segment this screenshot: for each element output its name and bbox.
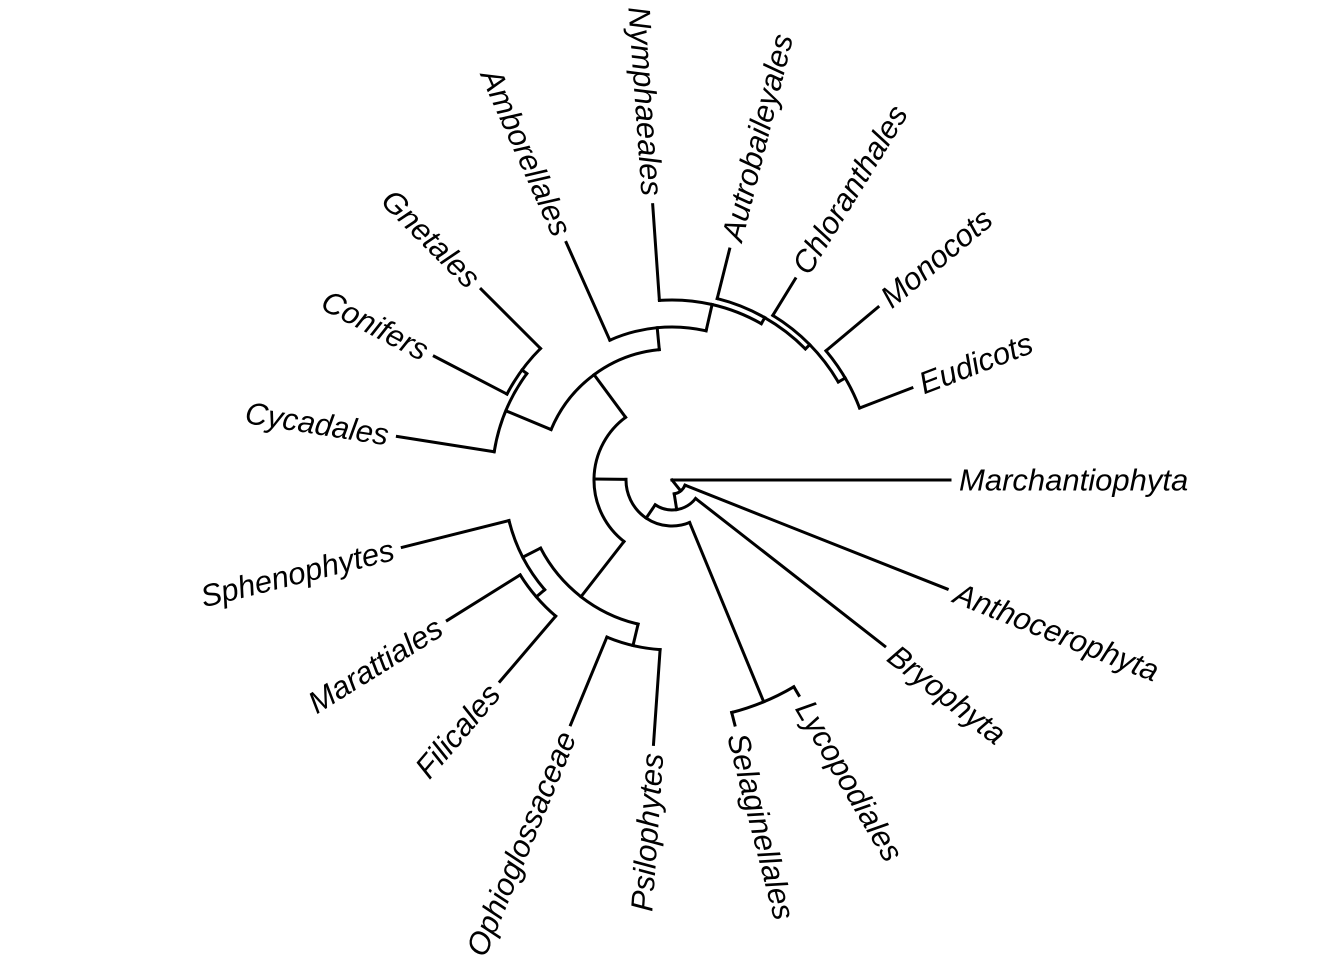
tip-label-conifers: Conifers [316,283,435,367]
branch-n_fern [578,539,627,599]
branch-n_angio [655,326,661,352]
branch-n_me [836,375,848,385]
arc-n_trach [624,477,692,528]
tip-label-amborellales: Amborellales [473,62,579,242]
tip-label-filicales: Filicales [408,677,507,785]
branch-n_nacme [704,302,714,333]
branch-autrobaileyales [715,247,732,301]
branch-chloranthales [770,276,798,318]
branch-gnetales [478,286,543,351]
tip-label-anthocerophyta: Anthocerophyta [947,575,1164,688]
branch-lycopodiales [791,684,801,698]
branch-marattiales [445,572,523,623]
branch-conifers [432,354,510,397]
tip-label-monocots: Monocots [874,201,999,314]
tip-label-ophioglossaceae: Ophioglossaceae [459,726,583,960]
branch-ophioglossaceae [568,635,609,727]
tip-label-psilophytes: Psilophytes [624,752,670,913]
branch-psilophytes [651,647,662,747]
branch-n_lyco [687,520,766,704]
branch-nymphaeales [651,203,662,303]
tip-label-autrobaileyales: Autrobaileyales [714,30,800,246]
tip-label-sphenophytes: Sphenophytes [197,532,398,614]
tip-label-selaginellales: Selaginellales [720,729,801,923]
tip-label-bryophyta: Bryophyta [881,638,1013,752]
tip-label-marchantiophyta: Marchantiophyta [959,463,1188,498]
branch-filicales [497,613,558,684]
tip-label-marattiales: Marattiales [302,610,449,720]
tip-label-chloranthales: Chloranthales [785,99,915,280]
branch-n_fms [520,546,543,560]
branch-n_moss [672,492,679,512]
tip-label-cycadales: Cycadales [243,395,391,452]
branch-bryophyta [693,496,887,649]
branch-n_cg [519,367,529,376]
branch-n_horn [669,477,683,494]
branch-sphenophytes [400,518,511,550]
tip-label-eudicots: Eudicots [914,326,1038,401]
branch-selaginellales [729,710,737,727]
branch-n_fm [534,587,547,599]
branch-n_seed [592,372,628,420]
branch-n_po [631,622,640,648]
tip-label-nymphaeales: Nymphaeales [621,5,669,197]
branch-n_trach [644,502,658,521]
branch-cycadales [395,434,496,454]
branch-n_gymno [503,408,554,432]
branch-n_acme [759,315,767,326]
tree-branches [395,203,952,747]
branch-eudicots [857,385,914,410]
tip-label-gnetales: Gnetales [375,183,487,295]
branch-monocots [823,304,881,353]
tip-label-lycopodiales: Lycopodiales [788,694,910,867]
branch-anthocerophyta [683,483,950,591]
branch-n_cme [803,342,812,352]
branch-amborellales [564,240,612,343]
tip-labels: Marchantiophyta Anthocerophyta Bryophyta… [197,5,1188,960]
